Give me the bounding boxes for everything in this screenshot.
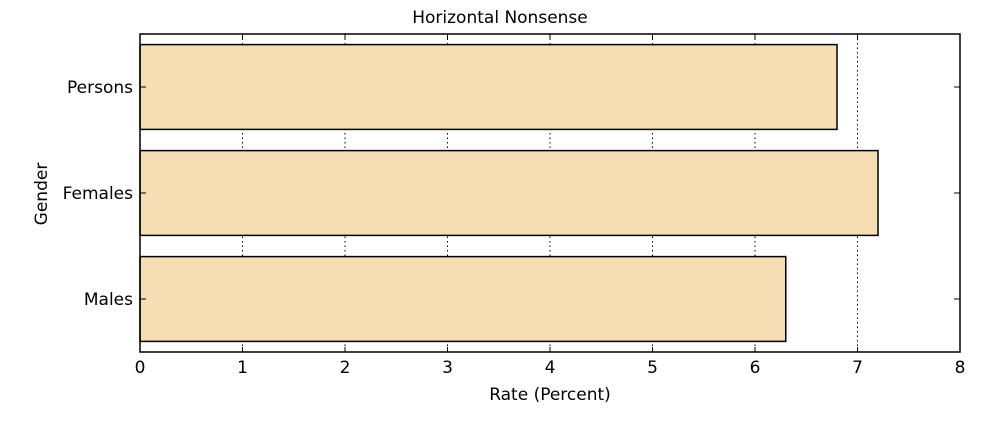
x-tick-label: 5: [647, 358, 658, 378]
x-tick-label: 1: [237, 358, 248, 378]
x-tick-label: 8: [955, 358, 966, 378]
x-tick-label: 6: [750, 358, 761, 378]
x-tick-label: 2: [340, 358, 351, 378]
y-tick-label: Females: [63, 184, 133, 204]
axis-ticks: 0 1 2 3 4 5 6 7 8 Males Females Persons: [63, 34, 966, 378]
plot-frame: [139, 33, 961, 353]
bar-females: [139, 149, 879, 237]
bar-males: [139, 255, 787, 343]
y-axis-label: Gender: [32, 163, 52, 226]
x-axis-label: Rate (Percent): [489, 385, 611, 405]
y-tick-label: Males: [84, 290, 133, 310]
bar-persons: [139, 43, 838, 131]
x-tick-label: 0: [135, 358, 146, 378]
x-tick-label: 3: [442, 358, 453, 378]
y-tick-label: Persons: [67, 78, 133, 98]
x-tick-label: 4: [545, 358, 556, 378]
bars: [139, 43, 879, 343]
x-tick-label: 7: [852, 358, 863, 378]
chart-title: Horizontal Nonsense: [412, 8, 588, 28]
